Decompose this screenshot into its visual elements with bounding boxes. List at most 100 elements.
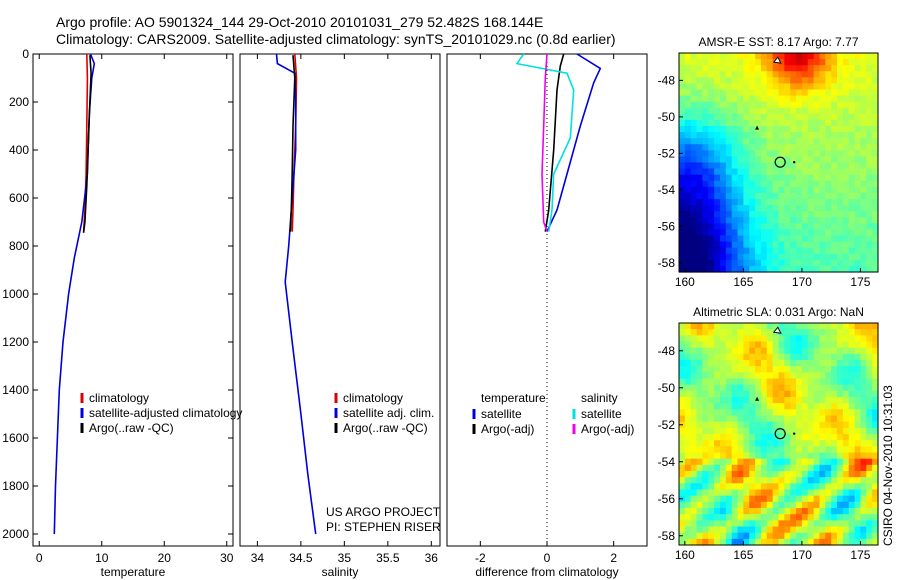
map-cell [866,409,873,417]
map-cell [719,77,727,85]
map-cell [719,489,727,497]
map-cell [837,229,844,237]
legend-label: satellite [581,407,622,421]
map-cell [801,241,809,249]
map-cell [790,156,797,164]
map-cell [854,168,862,176]
map-cell [743,168,750,176]
map-cell [731,126,739,133]
map-cell [743,532,750,540]
map-cell [801,384,809,392]
map-cell [679,253,686,261]
map-cell [766,168,774,176]
map-cell [790,53,797,60]
map-cell [807,101,815,109]
map-cell [866,180,873,188]
map-cell [796,526,803,534]
map-cell [872,446,879,454]
x-tick-label: 0 [36,551,43,565]
map-cell [725,205,733,212]
map-cell [725,156,733,164]
map-cell [801,89,809,97]
map-cell [825,211,832,218]
map-cell [778,341,785,349]
map-cell [755,156,762,164]
map-cell [684,378,692,386]
map-cell [708,434,715,441]
map-cell [813,180,821,188]
map-cell [825,520,832,528]
map-cell [860,421,867,429]
map-cell [708,477,715,484]
map-cell [778,378,785,386]
map-cell [866,520,873,528]
map-cell [766,397,774,404]
map-cell [813,446,821,454]
map-cell [719,341,727,349]
map-cell [690,483,698,491]
map-cell [807,223,815,231]
map-cell [778,119,785,127]
map-cell [749,180,756,188]
map-cell [772,95,780,103]
map-cell [848,65,856,72]
map-cell [866,366,873,373]
map-cell [725,353,733,361]
map-cell [749,65,756,72]
map-cell [737,162,744,170]
map-cell [772,353,780,361]
map-cell [749,217,756,224]
map-cell [813,335,821,343]
map-cell [831,180,838,188]
map-cell [813,89,821,97]
map-cell [860,83,867,91]
map-cell [731,471,739,478]
map-cell [807,329,815,336]
map-cell [743,259,750,267]
map-cell [848,247,856,255]
map-cell [760,360,768,367]
map-cell [831,538,838,546]
map-cell [690,366,698,373]
map-cell [755,427,762,435]
map-cell [731,323,739,330]
map-cell [848,168,856,176]
map-cell [679,427,686,435]
series-line [289,55,296,232]
map-cell [719,241,727,249]
map-cell [813,372,821,380]
map-cell [819,205,826,212]
map-cell [679,538,686,546]
map-cell [737,180,744,188]
map-cell [854,421,862,429]
map-cell [679,434,686,441]
map-cell [837,53,844,60]
map-cell [679,464,686,472]
map-cell [684,107,692,115]
map-cell [866,501,873,509]
map-cell [854,520,862,528]
map-cell [690,132,698,139]
map-cell [696,150,704,158]
map-cell [819,126,826,133]
map-cell [766,360,774,367]
map-cell [790,434,797,441]
map-cell [854,483,862,491]
map-cell [778,421,785,429]
map-cell [807,403,815,410]
map-cell [848,180,856,188]
map-cell [790,538,797,546]
map-cell [749,427,756,435]
map-cell [872,174,879,182]
map-cell [679,341,686,349]
map-cell [872,452,879,460]
map-cell [854,95,862,103]
map-cell [866,77,873,85]
map-cell [848,265,856,273]
map-cell [684,446,692,454]
map-cell [772,508,780,515]
map-cell [690,77,698,85]
map-cell [854,150,862,158]
map-cell [708,119,715,127]
map-cell [755,446,762,454]
